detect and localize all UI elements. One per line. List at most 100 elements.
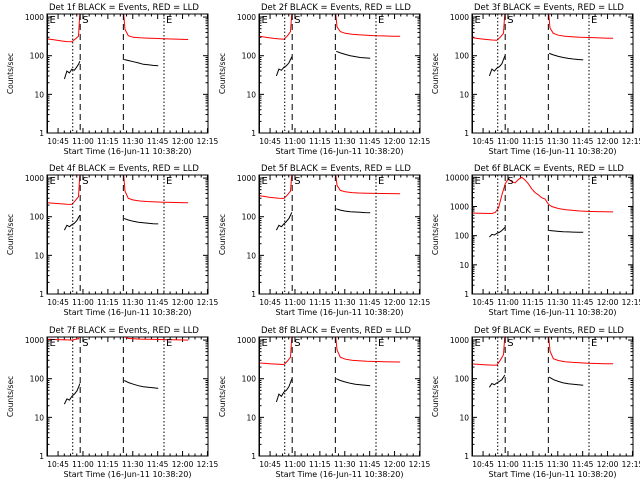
marker-label-s: S: [507, 338, 513, 349]
chart-title: Det 7f BLACK = Events, RED = LLD: [49, 326, 199, 336]
series-events-line-pre: [275, 378, 293, 403]
x-axis-label: Start Time (16-Jun-11 10:38:20): [276, 308, 404, 317]
x-tick-label: 10:45: [472, 137, 494, 146]
x-tick-label: 11:45: [572, 298, 594, 307]
x-axis-label: Start Time (16-Jun-11 10:38:20): [489, 470, 617, 479]
y-tick-label: 100: [30, 52, 45, 61]
x-tick-label: 11:00: [497, 298, 519, 307]
y-tick-label: 100: [242, 375, 257, 384]
series-events-line-post: [549, 52, 584, 61]
series-events-line-pre: [63, 214, 81, 231]
x-tick-label: 11:30: [547, 137, 569, 146]
y-tick-label: 10: [246, 90, 256, 99]
x-tick-label: 11:00: [284, 460, 306, 469]
x-tick-label: 11:45: [572, 137, 594, 146]
marker-label-e: E: [474, 176, 480, 187]
y-tick-label: 10: [34, 413, 44, 422]
x-tick-label: 12:15: [197, 298, 219, 307]
chart-title: Det 4f BLACK = Events, RED = LLD: [49, 164, 199, 174]
x-tick-label: 11:45: [147, 460, 169, 469]
y-axis-label: Counts/sec: [218, 214, 227, 255]
x-axis-label: Start Time (16-Jun-11 10:38:20): [64, 308, 192, 317]
y-tick-label: 10: [459, 413, 469, 422]
marker-label-s: S: [294, 338, 300, 349]
series-lld-line: [472, 337, 614, 366]
plot-frame: [471, 336, 634, 457]
x-tick-label: 11:30: [334, 460, 356, 469]
series-group: [259, 337, 401, 403]
x-axis-label: Start Time (16-Jun-11 10:38:20): [64, 147, 192, 156]
y-tick-label: 10: [34, 90, 44, 99]
chart-title: Det 1f BLACK = Events, RED = LLD: [49, 3, 199, 13]
y-tick-label: 100: [30, 213, 45, 222]
marker-label-e: E: [591, 15, 597, 26]
x-tick-label: 12:15: [409, 137, 431, 146]
x-tick-label: 11:15: [309, 137, 331, 146]
marker-label-e: E: [166, 15, 172, 26]
x-tick-label: 11:45: [572, 460, 594, 469]
y-tick-label: 1000: [450, 202, 469, 211]
y-tick-label: 1000: [25, 336, 44, 345]
series-group: [472, 337, 614, 388]
x-axis-label: Start Time (16-Jun-11 10:38:20): [489, 308, 617, 317]
x-tick-label: 12:15: [622, 137, 640, 146]
x-tick-label: 11:00: [497, 137, 519, 146]
y-axis-label: Counts/sec: [6, 53, 15, 94]
x-tick-label: 10:45: [259, 137, 281, 146]
x-tick-label: 11:15: [309, 298, 331, 307]
y-tick-label: 10: [34, 251, 44, 260]
x-tick-label: 12:00: [597, 137, 619, 146]
y-tick-label: 1000: [25, 13, 44, 22]
x-tick-label: 11:45: [359, 460, 381, 469]
x-axis-label: Start Time (16-Jun-11 10:38:20): [276, 147, 404, 156]
y-tick-label: 100: [455, 52, 470, 61]
chart-title: Det 3f BLACK = Events, RED = LLD: [474, 3, 624, 13]
y-tick-label: 1000: [450, 336, 469, 345]
series-events-line-post: [123, 380, 159, 389]
x-tick-label: 11:30: [122, 460, 144, 469]
chart-panel-2f: Det 2f BLACK = Events, RED = LLD 1 10 100 10…: [218, 3, 430, 156]
series-lld-line: [259, 14, 401, 40]
x-tick-label: 11:15: [309, 460, 331, 469]
marker-label-s: S: [82, 338, 88, 349]
y-tick-label: 1: [251, 290, 256, 299]
x-tick-label: 12:00: [597, 298, 619, 307]
marker-label-e: E: [261, 15, 267, 26]
y-tick-label: 1000: [237, 174, 256, 183]
chart-panel-1f: Det 1f BLACK = Events, RED = LLD 1 10 100 10…: [6, 3, 218, 156]
plot-frame: [471, 174, 634, 295]
chart-panel-8f: Det 8f BLACK = Events, RED = LLD 1 10 100 10…: [218, 326, 430, 479]
plot-frame: [46, 13, 209, 134]
chart-title: Det 2f BLACK = Events, RED = LLD: [261, 3, 411, 13]
series-lld-line: [47, 175, 189, 205]
chart-title: Det 9f BLACK = Events, RED = LLD: [474, 326, 624, 336]
series-events-line-pre: [488, 374, 506, 388]
y-axis-label: Counts/sec: [431, 214, 440, 255]
x-tick-label: 11:45: [147, 298, 169, 307]
x-tick-label: 12:00: [384, 137, 406, 146]
series-events-line-pre: [275, 56, 293, 77]
x-tick-label: 12:15: [622, 298, 640, 307]
plot-frame: [258, 13, 421, 134]
series-lld-line: [259, 337, 401, 366]
chart-title: Det 8f BLACK = Events, RED = LLD: [261, 326, 411, 336]
x-tick-label: 10:45: [472, 460, 494, 469]
x-tick-label: 11:30: [334, 298, 356, 307]
marker-label-e: E: [261, 176, 267, 187]
y-tick-label: 10: [459, 90, 469, 99]
y-tick-label: 1000: [25, 174, 44, 183]
series-group: [472, 176, 614, 238]
x-tick-label: 10:45: [472, 298, 494, 307]
series-events-line-post: [124, 59, 159, 67]
y-axis-label: Counts/sec: [218, 376, 227, 417]
y-tick-label: 1: [251, 452, 256, 461]
x-tick-label: 11:00: [72, 460, 94, 469]
x-tick-label: 10:45: [259, 298, 281, 307]
x-tick-label: 12:15: [622, 460, 640, 469]
series-group: [47, 14, 189, 80]
chart-panel-6f: Det 6f BLACK = Events, RED = LLD 1 10 100 10…: [431, 164, 640, 317]
x-tick-label: 11:00: [497, 460, 519, 469]
marker-label-e: E: [591, 338, 597, 349]
chart-title: Det 5f BLACK = Events, RED = LLD: [261, 164, 411, 174]
marker-label-s: S: [507, 176, 513, 187]
